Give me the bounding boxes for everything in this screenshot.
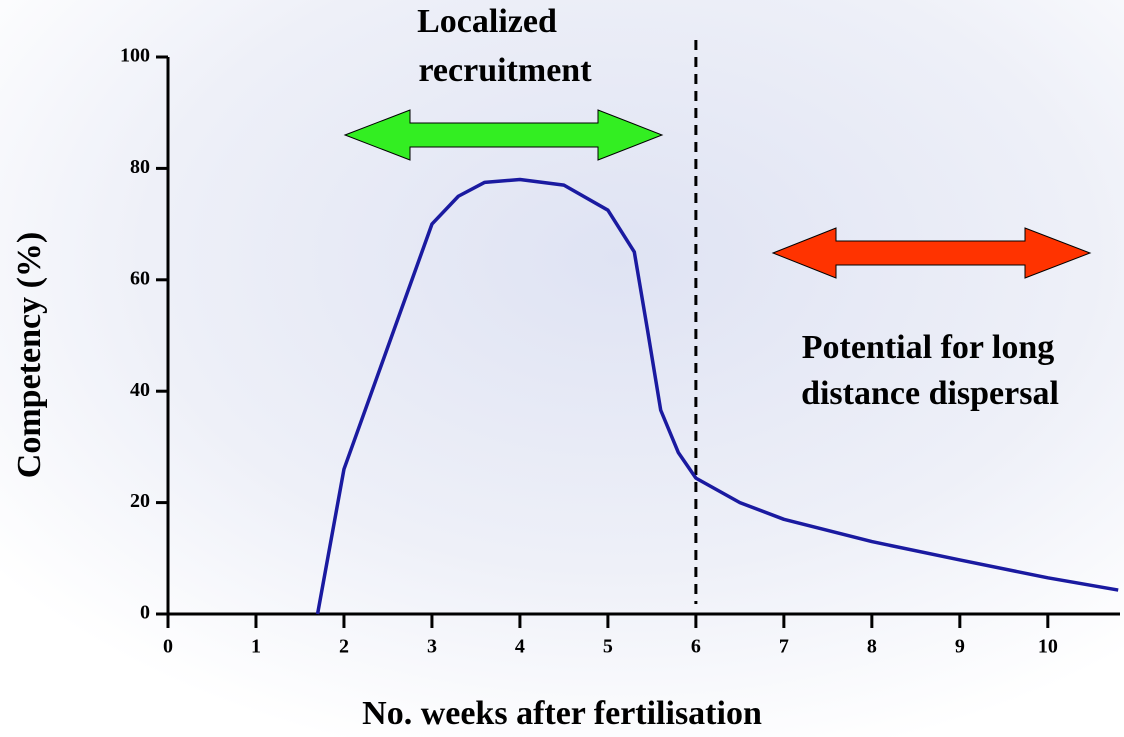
- x-tick-label: 2: [339, 636, 349, 658]
- annotation: Localized: [417, 3, 557, 40]
- x-tick-label: 6: [691, 636, 701, 658]
- x-tick-label: 0: [163, 636, 173, 658]
- x-tick-label: 10: [1038, 636, 1058, 658]
- x-tick-label: 4: [515, 636, 525, 658]
- x-tick-label: 5: [603, 636, 613, 658]
- y-tick-label: 20: [130, 490, 150, 512]
- x-tick-label: 9: [955, 636, 965, 658]
- y-tick-label: 80: [130, 156, 150, 178]
- annotation: recruitment: [418, 52, 592, 89]
- y-tick-label: 100: [120, 45, 150, 67]
- y-tick-label: 40: [130, 379, 150, 401]
- x-tick-label: 3: [427, 636, 437, 658]
- x-tick-label: 1: [251, 636, 261, 658]
- y-axis-label: Competency (%): [11, 232, 48, 478]
- x-tick-label: 8: [867, 636, 877, 658]
- x-axis-label: No. weeks after fertilisation: [362, 695, 762, 732]
- y-tick-label: 60: [130, 267, 150, 289]
- annotation: Potential for long: [802, 329, 1054, 366]
- chart: Localized recruitment Potential for long…: [0, 0, 1124, 737]
- y-tick-label: 0: [140, 602, 150, 624]
- annotation: distance dispersal: [801, 375, 1059, 412]
- x-tick-label: 7: [779, 636, 789, 658]
